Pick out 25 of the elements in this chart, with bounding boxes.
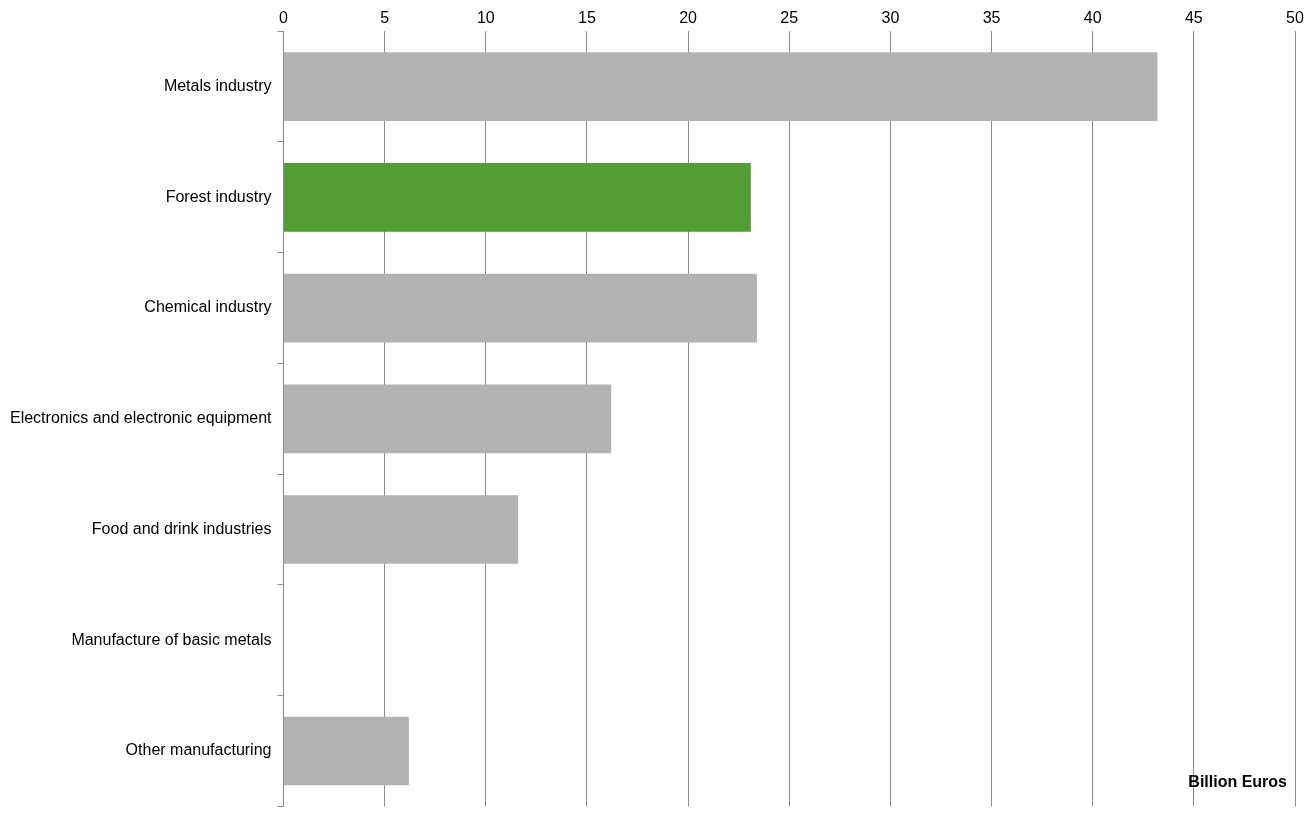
x-axis-title: Billion Euros	[1188, 772, 1288, 790]
x-tick-label: 45	[1184, 9, 1203, 27]
y-tick-label: Food and drink industries	[91, 519, 272, 537]
y-tick-label: Forest industry	[165, 187, 272, 205]
y-tick-label: Electronics and electronic equipment	[9, 409, 273, 427]
bar	[283, 495, 519, 564]
x-tick-label: 50	[1286, 9, 1304, 27]
bar	[283, 162, 751, 232]
y-tick-label: Manufacture of basic metals	[71, 630, 272, 648]
x-tick-label: 25	[780, 9, 799, 27]
x-tick-label: 5	[380, 9, 390, 27]
x-tick-label: 40	[1083, 9, 1102, 27]
x-tick-label: 20	[679, 9, 698, 27]
x-tick-label: 10	[476, 9, 495, 27]
bar	[283, 52, 1158, 121]
x-tick-label: 15	[578, 9, 596, 27]
x-tick-label: 0	[279, 9, 289, 27]
x-tick-label: 35	[982, 9, 1001, 27]
y-tick-label: Chemical industry	[144, 298, 272, 316]
bar	[283, 273, 757, 343]
bar	[283, 716, 409, 786]
y-tick-label: Other manufacturing	[125, 741, 272, 759]
bar	[283, 384, 612, 454]
y-tick-label: Metals industry	[163, 76, 272, 94]
x-tick-label: 30	[881, 9, 900, 27]
